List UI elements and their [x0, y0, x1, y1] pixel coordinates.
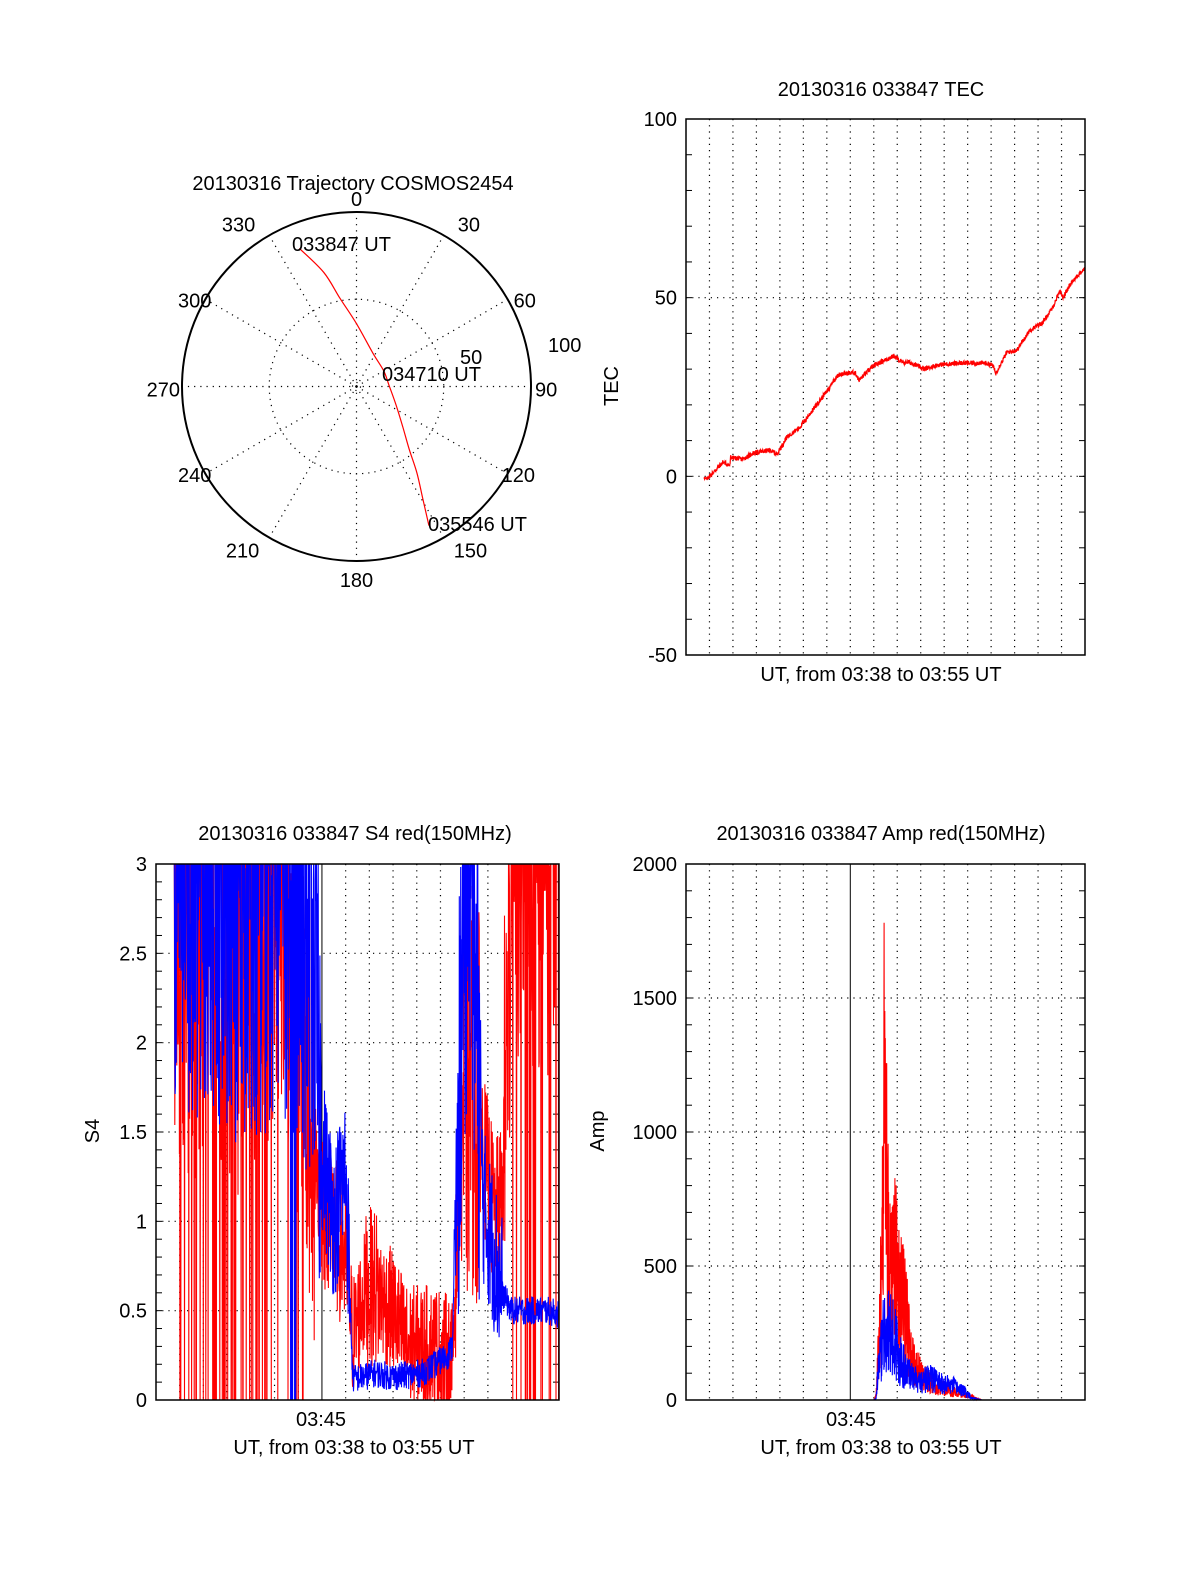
y-tick-label: 0.5	[119, 1301, 147, 1323]
polar-spoke-150	[355, 386, 445, 538]
trajectory-polar-chart: 20130316 Trajectory COSMOS2454 0 30 60 90 12…	[147, 173, 582, 592]
y-tick-label: 1000	[633, 1122, 678, 1144]
azimuth-label-30: 30	[458, 214, 480, 236]
tec-title: 20130316 033847 TEC	[778, 79, 984, 101]
polar-spoke-60	[356, 298, 508, 388]
tec-xlabel: UT, from 03:38 to 03:55 UT	[760, 664, 1001, 686]
s4-xtick-label: 03:45	[296, 1409, 346, 1431]
trajectory-start-label: 033847 UT	[292, 234, 391, 256]
y-tick-label: 2000	[633, 854, 678, 876]
azimuth-label-150: 150	[454, 541, 487, 563]
trajectory-line	[298, 247, 430, 526]
y-tick-label: 2	[136, 1033, 147, 1055]
azimuth-label-60: 60	[514, 290, 536, 312]
azimuth-label-180: 180	[340, 570, 373, 592]
y-tick-label: 50	[655, 288, 677, 310]
azimuth-label-90: 90	[535, 380, 557, 402]
polar-title: 20130316 Trajectory COSMOS2454	[192, 173, 513, 195]
polar-spoke-330	[268, 235, 358, 387]
s4-ylabel: S4	[82, 1119, 104, 1143]
amp-plot-frame	[685, 863, 1086, 1401]
tec-ylabel: TEC	[601, 366, 623, 406]
trajectory-mid-label: 034710 UT	[382, 364, 481, 386]
y-tick-label: 3	[136, 854, 147, 876]
tec-plot-frame	[685, 118, 1086, 656]
y-tick-label: 0	[666, 466, 677, 488]
y-tick-label: 100	[644, 109, 677, 131]
polar-spoke-120	[356, 385, 508, 475]
azimuth-label-120: 120	[502, 465, 535, 487]
azimuth-label-240: 240	[178, 465, 211, 487]
azimuth-label-0: 0	[351, 189, 362, 211]
amp-chart: 20130316 033847 Amp red(150MHz) 0 500 1000…	[587, 823, 1086, 1459]
tec-chart: 20130316 033847 TEC -50 0 50 100 UT, from 0…	[601, 79, 1086, 686]
radial-label-100: 100	[548, 335, 581, 357]
s4-series-blue	[173, 863, 560, 1401]
trajectory-end-label: 035546 UT	[428, 514, 527, 536]
y-tick-label: -50	[648, 645, 677, 667]
s4-plot-frame	[155, 863, 560, 1401]
y-tick-label: 2.5	[119, 943, 147, 965]
polar-spoke-210	[268, 386, 358, 538]
polar-grid-center	[351, 381, 362, 392]
amp-title: 20130316 033847 Amp red(150MHz)	[716, 823, 1045, 845]
amp-xlabel: UT, from 03:38 to 03:55 UT	[760, 1437, 1001, 1459]
azimuth-label-270: 270	[147, 380, 180, 402]
polar-outer-circle	[181, 211, 532, 562]
y-tick-label: 0	[136, 1390, 147, 1412]
amp-xtick-label: 03:45	[826, 1409, 876, 1431]
polar-spoke-240	[205, 385, 357, 475]
polar-spoke-300	[205, 298, 357, 388]
s4-title: 20130316 033847 S4 red(150MHz)	[198, 823, 512, 845]
azimuth-label-300: 300	[178, 290, 211, 312]
y-tick-label: 1500	[633, 988, 678, 1010]
azimuth-label-210: 210	[226, 541, 259, 563]
amp-ylabel: Amp	[587, 1110, 609, 1151]
y-tick-label: 1.5	[119, 1122, 147, 1144]
azimuth-label-330: 330	[222, 214, 255, 236]
radial-label-50: 50	[460, 347, 482, 369]
y-tick-label: 500	[644, 1256, 677, 1278]
tec-series-line	[703, 266, 1086, 482]
polar-spoke-30	[355, 235, 445, 387]
y-tick-label: 1	[136, 1211, 147, 1233]
s4-xlabel: UT, from 03:38 to 03:55 UT	[233, 1437, 474, 1459]
s4-chart: 20130316 033847 S4 red(150MHz) 0 0.5 1 1.5 2…	[82, 823, 560, 1459]
y-tick-label: 0	[666, 1390, 677, 1412]
